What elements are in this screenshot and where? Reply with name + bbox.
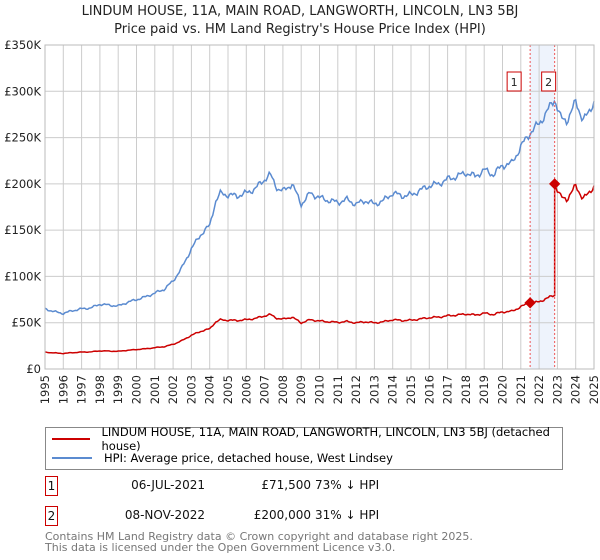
y-tick-label: £350K [4, 38, 41, 52]
y-tick-label: £300K [4, 84, 41, 98]
sale-price: £200,000 [253, 508, 311, 522]
x-tick-label: 2015 [404, 375, 418, 404]
x-tick-label: 2013 [367, 375, 381, 404]
sale-date: 08-NOV-2022 [124, 508, 205, 522]
x-tick-label: 1998 [93, 375, 107, 404]
x-tick-label: 2016 [422, 375, 436, 404]
hpi-line [44, 98, 595, 316]
x-tick-label: 2014 [386, 375, 400, 404]
sale-point [548, 178, 561, 190]
x-tick-label: 2023 [550, 375, 564, 404]
price-paid-line [44, 183, 595, 355]
legend-label: HPI: Average price, detached house, West… [104, 451, 393, 465]
legend-swatch-blue [52, 457, 92, 459]
legend-label: LINDUM HOUSE, 11A, MAIN ROAD, LANGWORTH,… [101, 425, 550, 453]
footer: Contains HM Land Registry data © Crown c… [45, 531, 473, 553]
x-tick-label: 1995 [38, 375, 52, 404]
sale-period-shade [530, 45, 555, 369]
footer-line: Contains HM Land Registry data © Crown c… [45, 530, 473, 543]
footer-line: This data is licensed under the Open Gov… [45, 541, 396, 554]
sale-hpi-delta: 31% ↓ HPI [315, 508, 380, 522]
plot-border [44, 44, 595, 370]
x-tick-label: 1999 [111, 375, 125, 404]
x-tick-label: 2011 [331, 375, 345, 404]
x-tick-label: 2009 [294, 375, 308, 404]
legend-swatch-red [52, 438, 90, 440]
chart-title: LINDUM HOUSE, 11A, MAIN ROAD, LANGWORTH,… [81, 4, 519, 19]
x-tick-label: 2002 [166, 375, 180, 404]
x-tick-label: 2004 [203, 375, 217, 404]
sale-price: £71,500 [261, 478, 311, 492]
x-tick-label: 2010 [313, 375, 327, 404]
x-tick-label: 2018 [459, 375, 473, 404]
plot-area: 1995 1996 1997 1998 1999 2000 2001 2002 2003 2004… [4, 38, 600, 404]
y-tick-label: £200K [4, 177, 41, 191]
y-tick-label: £0 [26, 362, 41, 376]
x-tick-label: 2021 [514, 375, 528, 404]
x-tick-label: 2012 [349, 375, 363, 404]
x-tick-label: 2019 [477, 375, 491, 404]
x-tick-label: 2006 [239, 375, 253, 404]
sale-hpi-delta: 73% ↓ HPI [315, 478, 380, 492]
x-tick-label: 2024 [569, 375, 583, 404]
y-tick-label: £250K [4, 131, 41, 145]
x-tick-label: 1996 [56, 375, 70, 404]
x-tick-label: 2005 [221, 375, 235, 404]
sale-badge: 2 [45, 506, 58, 526]
x-tick-label: 2017 [441, 375, 455, 404]
legend-item-property: LINDUM HOUSE, 11A, MAIN ROAD, LANGWORTH,… [46, 425, 562, 453]
sale-badge: 1 [45, 476, 58, 496]
sale-point [524, 297, 536, 309]
x-tick-label: 2020 [496, 375, 510, 404]
x-tick-label: 1997 [75, 375, 89, 404]
x-tick-label: 2007 [258, 375, 272, 404]
x-tick-label: 2008 [276, 375, 290, 404]
legend-item-hpi: HPI: Average price, detached house, West… [46, 450, 393, 466]
x-tick-label: 2001 [148, 375, 162, 404]
x-tick-label: 2000 [130, 375, 144, 404]
legend: LINDUM HOUSE, 11A, MAIN ROAD, LANGWORTH,… [45, 425, 563, 470]
sale-label-box [506, 71, 522, 92]
y-tick-label: £150K [4, 223, 41, 237]
sale-label: 2 [545, 76, 552, 89]
sale-date: 06-JUL-2021 [131, 478, 205, 492]
sale-label-box [541, 71, 557, 92]
sale-label: 1 [511, 76, 518, 89]
x-tick-label: 2025 [587, 375, 600, 404]
chart-subtitle: Price paid vs. HM Land Registry's House … [114, 22, 486, 37]
y-tick-label: £100K [4, 269, 41, 283]
x-tick-label: 2003 [184, 375, 198, 404]
y-tick-label: £50K [12, 316, 42, 330]
x-tick-label: 2022 [532, 375, 546, 404]
